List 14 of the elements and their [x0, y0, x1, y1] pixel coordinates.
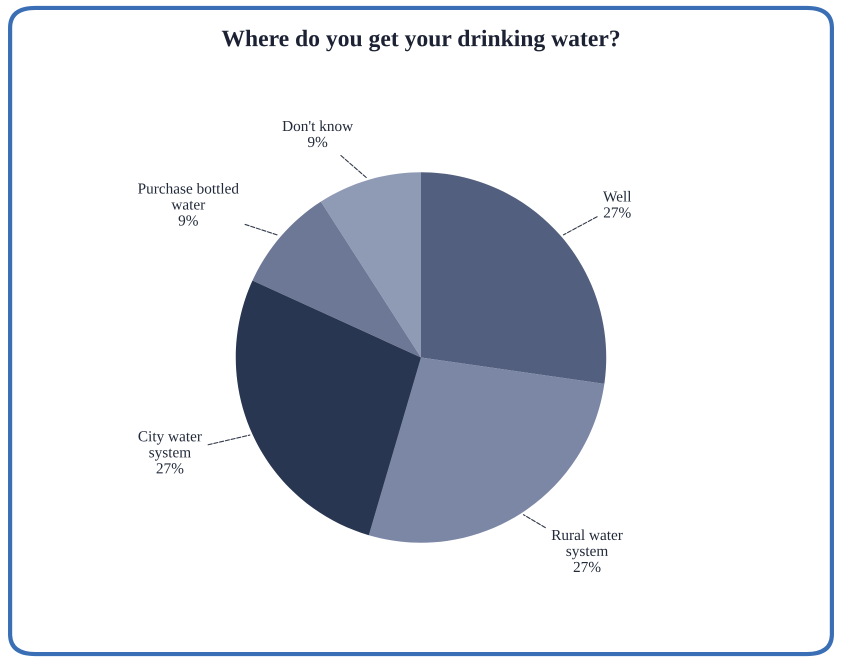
data-label: 9%: [308, 136, 328, 148]
data-label: 9%: [178, 215, 198, 226]
slice-label: Purchase bottled water: [138, 182, 239, 210]
pie-slice: [252, 202, 421, 358]
slice-label: Well: [603, 190, 632, 202]
data-label: 27%: [156, 463, 184, 474]
pie-slice: [236, 280, 421, 536]
pie-slice: [320, 172, 421, 358]
slice-label: Rural water system: [552, 529, 623, 560]
data-label: 27%: [574, 562, 601, 572]
slice-label: Don't know: [282, 120, 354, 132]
chart-title: Where do you get your drinking water?: [222, 30, 620, 52]
data-label: 27%: [604, 207, 631, 218]
slice-label: City water system: [138, 431, 202, 461]
